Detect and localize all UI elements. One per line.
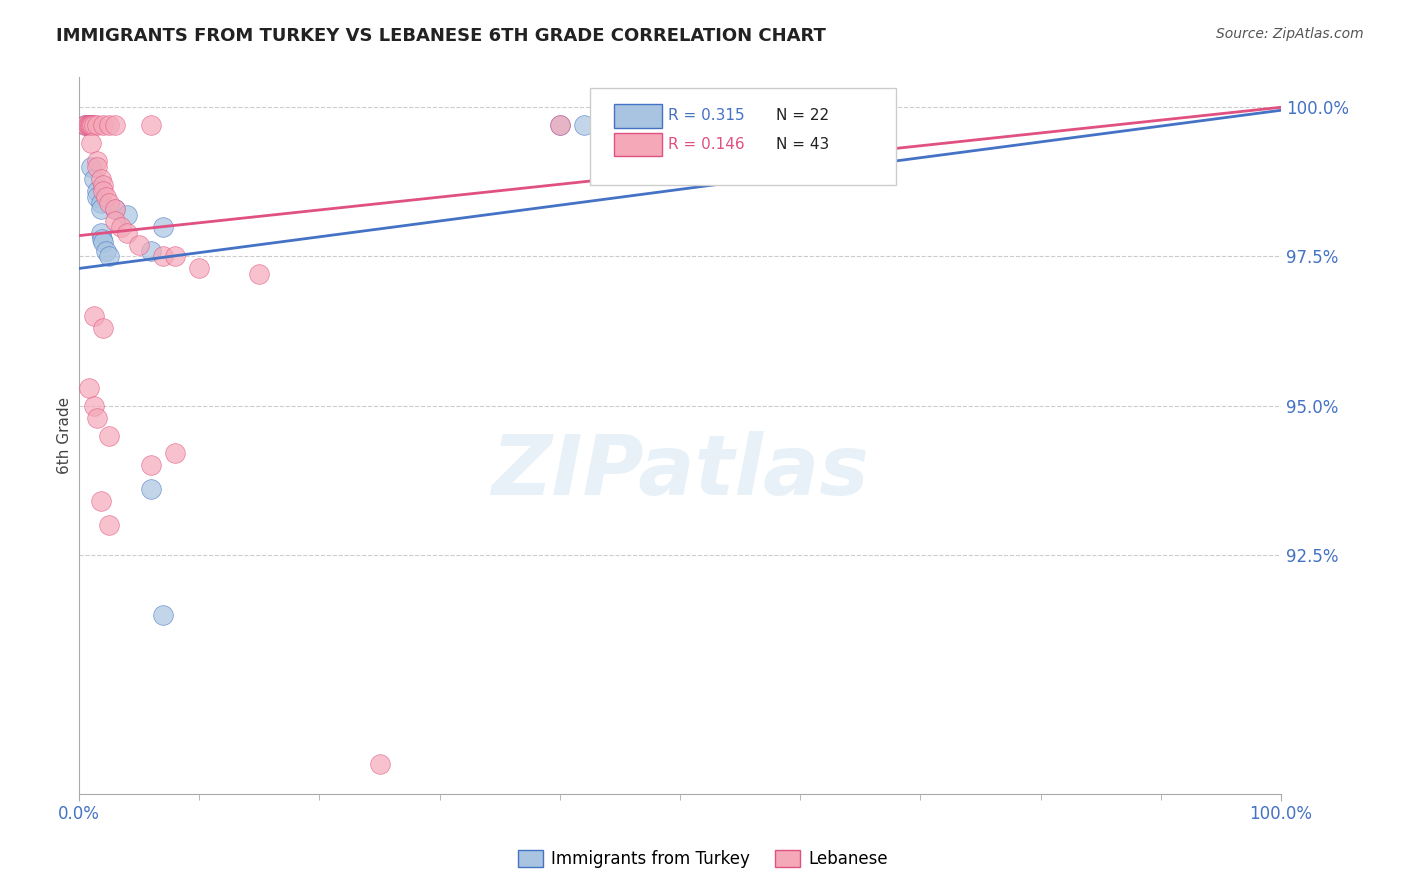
Point [77, 118, 100, 132]
FancyBboxPatch shape [591, 88, 897, 185]
Point [98, 195, 121, 210]
Point [80, 136, 103, 150]
Point [91, 235, 114, 249]
Point [572, 118, 595, 132]
Text: Source: ZipAtlas.com: Source: ZipAtlas.com [1216, 27, 1364, 41]
Point [104, 202, 127, 216]
Point [104, 202, 127, 216]
Point [86, 184, 108, 198]
Point [98, 250, 121, 264]
Point [90, 226, 112, 240]
Legend: Immigrants from Turkey, Lebanese: Immigrants from Turkey, Lebanese [512, 843, 894, 875]
Point [141, 244, 163, 258]
Point [165, 446, 187, 460]
Text: R = 0.146: R = 0.146 [668, 136, 745, 152]
Point [141, 118, 163, 132]
Point [165, 250, 187, 264]
Text: R = 0.315: R = 0.315 [668, 108, 745, 123]
Point [669, 118, 692, 132]
Point [91, 184, 114, 198]
Point [91, 321, 114, 335]
Text: N = 22: N = 22 [776, 108, 830, 123]
Text: IMMIGRANTS FROM TURKEY VS LEBANESE 6TH GRADE CORRELATION CHART: IMMIGRANTS FROM TURKEY VS LEBANESE 6TH G… [56, 27, 827, 45]
Point [75, 118, 97, 132]
Point [669, 118, 692, 132]
Point [76, 118, 98, 132]
Point [91, 231, 114, 245]
Point [98, 118, 121, 132]
Point [141, 458, 163, 473]
Point [104, 118, 127, 132]
Point [152, 219, 174, 234]
Point [104, 213, 127, 227]
Point [94, 244, 117, 258]
Point [91, 178, 114, 192]
Point [128, 237, 150, 252]
Point [82, 118, 104, 132]
Point [83, 399, 105, 413]
Point [548, 118, 571, 132]
Point [79, 118, 101, 132]
Text: N = 43: N = 43 [776, 136, 830, 152]
Point [91, 118, 114, 132]
Point [141, 483, 163, 497]
Y-axis label: 6th Grade: 6th Grade [58, 397, 72, 475]
Point [152, 250, 174, 264]
Point [368, 756, 391, 771]
Point [86, 190, 108, 204]
Point [83, 172, 105, 186]
Point [75, 118, 97, 132]
Point [75, 118, 97, 132]
Point [77, 118, 100, 132]
Point [90, 202, 112, 216]
Point [115, 208, 138, 222]
Point [188, 261, 211, 276]
Point [98, 518, 121, 533]
Point [90, 494, 112, 508]
Point [86, 153, 108, 168]
Point [110, 219, 132, 234]
Point [83, 309, 105, 323]
Point [86, 410, 108, 425]
Point [548, 118, 571, 132]
Point [90, 172, 112, 186]
Point [152, 607, 174, 622]
Point [77, 381, 100, 395]
Point [80, 118, 103, 132]
Point [86, 160, 108, 174]
Point [83, 118, 105, 132]
Point [80, 160, 103, 174]
Text: ZIPatlas: ZIPatlas [491, 431, 869, 512]
Point [98, 428, 121, 442]
Point [86, 118, 108, 132]
FancyBboxPatch shape [614, 104, 662, 128]
Point [247, 268, 270, 282]
FancyBboxPatch shape [614, 133, 662, 156]
Point [94, 190, 117, 204]
Point [90, 195, 112, 210]
Point [115, 226, 138, 240]
